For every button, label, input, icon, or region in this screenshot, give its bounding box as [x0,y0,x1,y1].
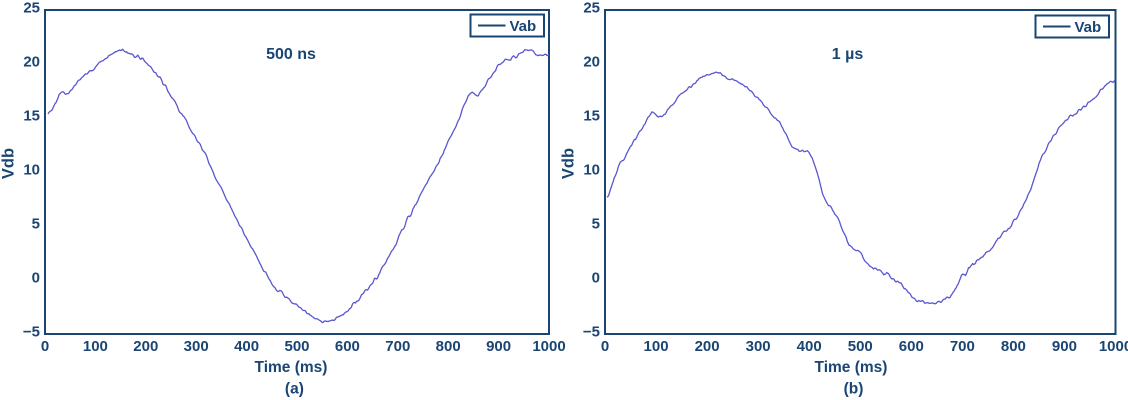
svg-text:0: 0 [601,338,609,355]
svg-text:Vab: Vab [510,18,537,35]
svg-text:700: 700 [950,338,975,355]
svg-text:(b): (b) [844,381,864,398]
svg-text:Vab: Vab [1075,19,1102,36]
svg-text:100: 100 [644,338,669,355]
svg-text:15: 15 [583,108,600,125]
svg-text:900: 900 [486,338,511,355]
svg-text:1 µs: 1 µs [832,46,864,63]
svg-text:15: 15 [23,108,40,125]
svg-text:0: 0 [592,270,600,287]
svg-text:500: 500 [848,338,873,355]
svg-text:400: 400 [234,338,259,355]
svg-text:Time (ms): Time (ms) [815,359,888,376]
svg-text:500: 500 [284,338,309,355]
svg-text:1000: 1000 [1099,338,1128,355]
svg-text:20: 20 [583,54,600,71]
svg-text:100: 100 [83,338,108,355]
svg-text:500 ns: 500 ns [266,46,316,63]
svg-text:−5: −5 [23,324,40,341]
svg-text:700: 700 [385,338,410,355]
svg-text:400: 400 [797,338,822,355]
svg-text:−5: −5 [583,324,600,341]
svg-text:25: 25 [23,0,40,17]
svg-text:1000: 1000 [532,338,565,355]
svg-text:10: 10 [23,162,40,179]
svg-text:25: 25 [583,0,600,17]
svg-text:600: 600 [335,338,360,355]
svg-text:5: 5 [32,216,40,233]
svg-text:Vdb: Vdb [560,148,578,179]
svg-text:Vdb: Vdb [0,148,18,179]
svg-text:10: 10 [583,162,600,179]
svg-text:Time (ms): Time (ms) [255,359,328,376]
svg-text:800: 800 [1001,338,1026,355]
svg-text:200: 200 [695,338,720,355]
svg-text:300: 300 [184,338,209,355]
svg-text:0: 0 [41,338,49,355]
svg-text:600: 600 [899,338,924,355]
svg-text:(a): (a) [285,381,304,398]
svg-text:5: 5 [592,216,600,233]
svg-text:20: 20 [23,54,40,71]
svg-text:800: 800 [436,338,461,355]
svg-text:300: 300 [746,338,771,355]
svg-text:200: 200 [133,338,158,355]
svg-text:900: 900 [1052,338,1077,355]
svg-text:0: 0 [32,270,40,287]
